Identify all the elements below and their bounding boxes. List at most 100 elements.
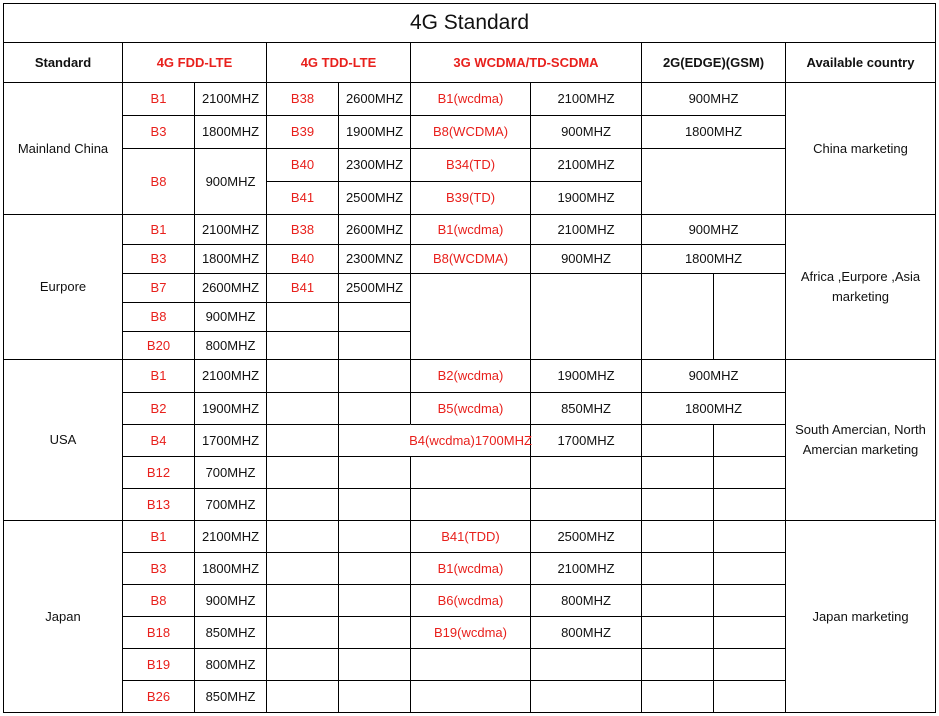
cell-text: 800MHZ: [205, 656, 256, 672]
cell-text: 900MHZ: [688, 368, 739, 383]
cell-text: B1: [150, 528, 167, 544]
table-cell: 1900MHZ: [338, 115, 411, 149]
table-cell: B41: [266, 181, 339, 215]
cell-text: 2300MNZ: [345, 251, 404, 266]
table-cell: 900MHZ: [530, 244, 642, 274]
empty-cell: [266, 552, 339, 585]
cell-text: B8(WCDMA): [432, 124, 509, 139]
empty-cell: [338, 424, 411, 457]
cell-text: 800MHZ: [205, 337, 256, 353]
table-cell: 800MHZ: [194, 331, 267, 360]
header-wcdma: 3G WCDMA/TD-SCDMA: [410, 42, 642, 83]
cell-text: 900MHZ: [688, 221, 739, 237]
empty-cell: [641, 148, 786, 215]
cell-text: 4G Standard: [409, 11, 530, 34]
table-cell: B1: [122, 82, 195, 116]
table-cell: B40: [266, 148, 339, 182]
table-cell: B38: [266, 214, 339, 245]
header-tdd: 4G TDD-LTE: [266, 42, 411, 83]
table-cell: B2: [122, 392, 195, 425]
cell-text: Available country: [806, 54, 915, 70]
table-cell: 2100MHZ: [530, 82, 642, 116]
table-cell: B4: [122, 424, 195, 457]
empty-cell: [713, 456, 786, 489]
table-cell: B1: [122, 359, 195, 393]
cell-text: Standard: [34, 54, 92, 70]
table-cell: 2600MHZ: [338, 214, 411, 245]
table-cell: B6(wcdma): [410, 584, 531, 617]
cell-text: 2600MHZ: [345, 91, 404, 106]
cell-text: Eurpore: [39, 279, 87, 294]
cell-text: 900MHZ: [561, 251, 611, 266]
empty-cell: [266, 359, 339, 393]
cell-text: B8: [150, 173, 167, 189]
cell-text: 900MHZ: [688, 91, 739, 106]
empty-cell: [338, 488, 411, 521]
table-cell: 2500MHZ: [530, 520, 642, 553]
cell-text: B20: [146, 337, 171, 353]
empty-cell: [410, 456, 531, 489]
table-cell: B39: [266, 115, 339, 149]
cell-text: B34(TD): [445, 157, 496, 172]
table-cell: 1800MHZ: [641, 115, 786, 149]
empty-cell: [641, 520, 714, 553]
cell-text: Japan marketing: [812, 608, 909, 624]
empty-cell: [338, 680, 411, 713]
country-europe: Africa ,Eurpore ,Asia marketing: [785, 214, 936, 360]
cell-text: B40: [290, 157, 315, 172]
cell-text: 800MHZ: [561, 592, 611, 608]
header-standard: Standard: [3, 42, 123, 83]
empty-cell: [266, 488, 339, 521]
region-usa: USA: [3, 359, 123, 521]
empty-cell: [641, 273, 714, 360]
table-cell: 900MHZ: [641, 359, 786, 393]
table-cell: B1(wcdma): [410, 82, 531, 116]
table-cell: 2100MHZ: [530, 214, 642, 245]
cell-text: 2100MHZ: [557, 91, 615, 106]
country-china: China marketing: [785, 82, 936, 215]
empty-cell: [338, 456, 411, 489]
empty-cell: [641, 616, 714, 649]
table-cell: 2100MHZ: [530, 552, 642, 585]
cell-text: 2100MHZ: [557, 221, 615, 237]
header-fdd: 4G FDD-LTE: [122, 42, 267, 83]
table-cell: B1: [122, 520, 195, 553]
cell-text: 4G TDD-LTE: [300, 54, 377, 70]
empty-cell: [410, 680, 531, 713]
table-cell: 2100MHZ: [194, 520, 267, 553]
empty-cell: [410, 648, 531, 681]
cell-text: South Amercian, North Amercian marketing: [795, 422, 926, 457]
empty-cell: [338, 392, 411, 425]
cell-text: B2(wcdma): [437, 368, 504, 383]
table-cell: 1800MHZ: [194, 115, 267, 149]
empty-cell: [338, 584, 411, 617]
empty-cell: [530, 680, 642, 713]
table-cell: B38: [266, 82, 339, 116]
cell-text: 1800MHZ: [201, 251, 260, 266]
table-cell: 1800MHZ: [194, 244, 267, 274]
cell-text: B38: [290, 221, 315, 237]
table-cell: 700MHZ: [194, 488, 267, 521]
table-cell: 900MHZ: [194, 148, 267, 215]
empty-cell: [266, 680, 339, 713]
cell-text: 1800MHZ: [201, 560, 260, 576]
empty-cell: [713, 648, 786, 681]
table-cell: 2100MHZ: [194, 359, 267, 393]
table-cell: 1800MHZ: [641, 244, 786, 274]
cell-text: B1(wcdma): [437, 560, 504, 576]
cell-text: B18: [146, 624, 171, 640]
cell-text: B39: [290, 124, 315, 139]
empty-cell: [338, 331, 411, 360]
table-cell: B26: [122, 680, 195, 713]
cell-text: B4: [150, 432, 167, 448]
empty-cell: [338, 648, 411, 681]
table-cell: 2300MHZ: [338, 148, 411, 182]
empty-cell: [338, 359, 411, 393]
empty-cell: [266, 302, 339, 332]
table-cell: 2500MHZ: [338, 273, 411, 303]
cell-text: 1900MHZ: [201, 400, 260, 416]
empty-cell: [266, 648, 339, 681]
cell-text: 900MHZ: [205, 173, 256, 189]
cell-text: 1800MHZ: [684, 251, 743, 266]
cell-text: 2100MHZ: [201, 528, 260, 544]
